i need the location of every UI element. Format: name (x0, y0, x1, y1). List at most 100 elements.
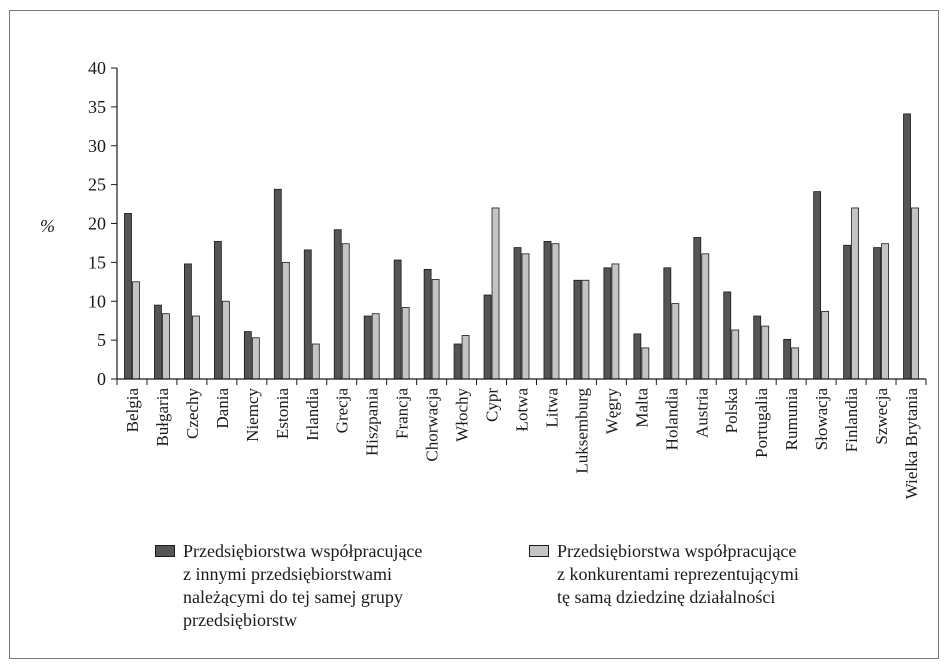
category-labels: Belgia Bułgaria Czechy Dania Niemcy Estonia Ir… (123, 388, 921, 500)
x-tick-label: Francja (393, 388, 412, 439)
bar-series-1-holandia (663, 267, 672, 380)
bar-series-2-łotwa (521, 253, 530, 380)
bar-series-1-malta (633, 333, 642, 380)
x-tick-label: Grecja (333, 388, 352, 434)
x-tick-label: Holandia (662, 388, 681, 451)
bar-series-1-luksemburg (573, 279, 582, 380)
x-tick-label: Portugalia (752, 388, 771, 458)
x-tick-label: Niemcy (243, 388, 262, 442)
bar-series-1-hiszpania (363, 315, 372, 380)
x-tick-label: Irlandia (303, 388, 322, 441)
x-tick-label: Finlandia (842, 388, 861, 453)
bar-series-1-chorwacja (423, 268, 432, 380)
bar-series-2-cypr (491, 207, 500, 380)
y-tick-label: 20 (88, 214, 106, 234)
bar-series-1-estonia (273, 188, 282, 380)
bar-series-2-luksemburg (581, 279, 590, 380)
bar-series-1-polska (723, 291, 732, 380)
x-tick-label: Węgry (602, 388, 621, 435)
legend-item-series-2: Przedsiębiorstwa współpracujące z konkur… (529, 540, 849, 609)
x-tick-label: Słowacja (812, 388, 831, 451)
x-tick-label: Łotwa (513, 388, 532, 432)
legend-item-series-1: Przedsiębiorstwa współpracujące z innymi… (155, 540, 500, 632)
bar-series-1-bułgaria (154, 304, 162, 380)
y-tick-label: 0 (97, 369, 106, 389)
y-tick-label: 10 (88, 291, 106, 311)
x-tick-label: Bułgaria (153, 388, 172, 447)
x-tick-label: Polska (722, 388, 741, 434)
y-tick-label: 30 (88, 136, 106, 156)
bar-series-1-dania (213, 240, 222, 380)
bar-series-2-bułgaria (162, 313, 170, 380)
bar-series-2-finlandia (851, 207, 859, 380)
x-tick-label: Belgia (123, 388, 142, 433)
legend-label-series-2: Przedsiębiorstwa współpracujące z konkur… (557, 541, 799, 607)
x-tick-label: Hiszpania (363, 388, 382, 456)
bar-series-1-finlandia (843, 244, 851, 380)
bar-series-2-wielka-brytania (911, 207, 919, 380)
axes (116, 68, 927, 385)
bar-series-1-belgia (124, 212, 132, 380)
bar-series-2-belgia (132, 281, 140, 380)
bar-series-2-portugalia (761, 325, 770, 380)
bar-series-2-estonia (281, 261, 290, 380)
x-tick-label: Włochy (453, 388, 472, 442)
x-tick-label: Szwecja (872, 388, 891, 445)
x-tick-label: Estonia (273, 388, 292, 439)
bar-series-1-włochy (453, 343, 462, 380)
bar-series-2-szwecja (881, 243, 889, 380)
bar-series-2-hiszpania (371, 313, 380, 380)
bar-series-2-włochy (461, 335, 470, 380)
bar-series-2-malta (641, 347, 650, 380)
y-tick-label: 25 (88, 175, 106, 195)
bar-series-1-litwa (543, 240, 552, 380)
x-tick-label: Luksemburg (572, 388, 591, 474)
legend-label-series-1: Przedsiębiorstwa współpracujące z innymi… (183, 541, 423, 630)
legend-swatch-series-1 (155, 545, 175, 557)
bar-series-1-rumunia (783, 338, 792, 380)
x-tick-label: Dania (213, 388, 232, 429)
bar-series-2-rumunia (791, 347, 800, 380)
bar-series-1-łotwa (513, 247, 522, 380)
bar-series-2-litwa (551, 243, 560, 380)
bar-series-1-austria (693, 237, 702, 380)
x-tick-label: Czechy (183, 388, 202, 439)
bar-series-2-holandia (671, 303, 680, 380)
bar-series-2-czechy (192, 315, 200, 380)
legend: Przedsiębiorstwa współpracujące z innymi… (155, 540, 855, 650)
bar-series-2-grecja (341, 243, 350, 380)
y-tick-label: 15 (88, 252, 106, 272)
y-axis-label: % (40, 216, 55, 236)
bar-series-2-polska (731, 329, 740, 380)
bar-series-1-słowacja (813, 191, 822, 380)
bar-series-1-szwecja (873, 247, 881, 380)
bars (124, 113, 919, 380)
y-ticks: 0 5 10 15 20 25 30 35 40 (88, 58, 117, 389)
bar-series-1-irlandia (303, 249, 312, 380)
x-tick-label: Cypr (483, 388, 502, 422)
bar-series-2-niemcy (251, 337, 260, 380)
x-tick-label: Austria (692, 388, 711, 439)
bar-series-1-czechy (184, 263, 192, 380)
bar-series-1-niemcy (243, 331, 252, 380)
bar-series-1-cypr (483, 294, 492, 380)
x-tick-label: Litwa (542, 388, 561, 428)
bar-series-2-słowacja (821, 310, 830, 380)
bar-series-2-irlandia (311, 343, 320, 380)
x-tick-label: Rumunia (782, 388, 801, 451)
bar-series-1-grecja (333, 229, 342, 380)
legend-swatch-series-2 (529, 545, 549, 557)
x-tick-label: Wielka Brytania (902, 388, 921, 500)
bar-series-2-chorwacja (431, 279, 440, 380)
x-tick-label: Chorwacja (423, 388, 442, 462)
bar-series-1-portugalia (753, 315, 762, 380)
bar-series-2-austria (701, 253, 710, 380)
bar-series-2-francja (401, 307, 410, 380)
y-tick-label: 40 (88, 58, 106, 78)
bar-series-1-węgry (603, 267, 612, 380)
y-tick-label: 35 (88, 97, 106, 117)
bar-series-1-wielka-brytania (903, 113, 911, 380)
bar-series-1-francja (393, 259, 402, 380)
bar-series-2-węgry (611, 263, 620, 380)
